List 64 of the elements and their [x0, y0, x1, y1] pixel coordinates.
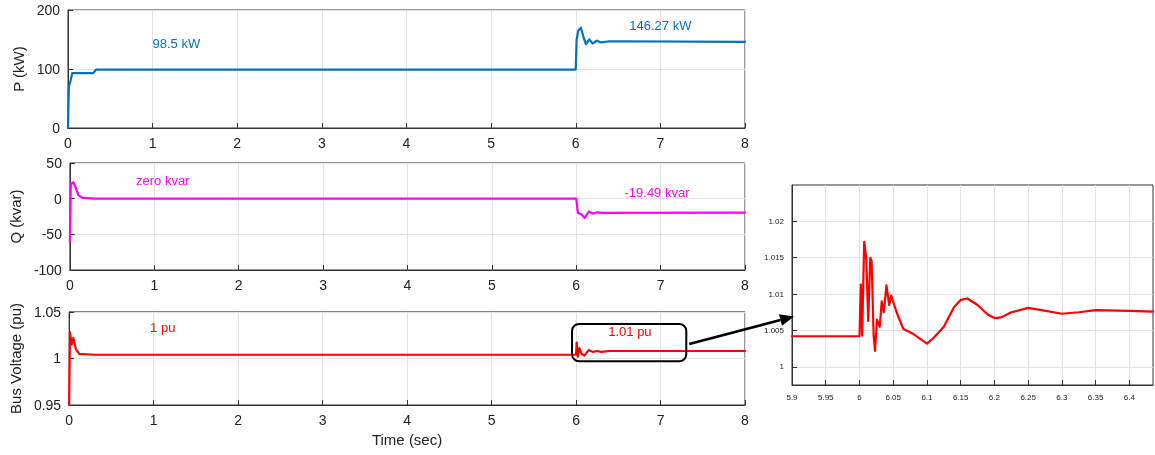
x-tick-label: 7 — [656, 277, 665, 293]
x-tick-label: 6.15 — [952, 392, 970, 402]
x-tick-label: 6.1 — [921, 392, 934, 402]
x-tick-label: 6 — [572, 412, 581, 428]
y-axis-title: P (kW) — [9, 46, 27, 92]
y-axis-title: Bus Voltage (pu) — [7, 303, 24, 414]
x-axis-title: Time (sec) — [371, 430, 443, 448]
y-tick-label: 0.95 — [33, 397, 62, 413]
x-tick-label: 6 — [572, 277, 581, 293]
x-tick-label: 6.05 — [885, 392, 902, 402]
line-series — [790, 240, 1155, 352]
x-tick-label: 4 — [403, 277, 412, 293]
x-tick-label: 2 — [234, 412, 243, 428]
x-tick-label: 4 — [403, 412, 412, 428]
x-tick-label: 0 — [65, 412, 74, 428]
y-tick-label: 100 — [36, 61, 61, 77]
x-tick-label: 8 — [741, 135, 750, 151]
x-tick-label: 6.4 — [1123, 392, 1136, 402]
x-tick-label: 2 — [233, 135, 242, 151]
annotation: 98.5 kW — [152, 35, 201, 51]
y-tick-label: 0 — [52, 120, 61, 136]
x-tick-label: 7 — [656, 135, 665, 151]
y-tick-label: -100 — [33, 262, 63, 278]
x-tick-label: 3 — [317, 135, 326, 151]
y-tick-label: 0 — [54, 190, 63, 207]
x-tick-label: 1 — [148, 135, 157, 151]
annotation: zero kvar — [136, 172, 191, 188]
x-tick-label: 7 — [656, 412, 665, 428]
x-tick-label: 1 — [149, 412, 158, 428]
x-tick-label: 6.25 — [1020, 392, 1037, 402]
annotation: 146.27 kW — [629, 17, 693, 33]
x-tick-label: 6 — [857, 392, 863, 402]
x-tick-label: 0 — [64, 135, 73, 151]
x-tick-label: 5.9 — [786, 392, 799, 402]
x-tick-label: 6.3 — [1056, 392, 1069, 402]
y-axis-title: Q (kvar) — [7, 189, 24, 244]
y-tick-label: -50 — [41, 226, 63, 243]
x-tick-label: 6 — [571, 135, 580, 151]
y-tick-label: 50 — [46, 155, 63, 171]
x-tick-label: 3 — [318, 412, 327, 428]
x-tick-label: 8 — [741, 412, 750, 428]
x-tick-label: 4 — [402, 135, 411, 151]
x-tick-label: 3 — [319, 277, 328, 293]
x-tick-label: 1 — [150, 277, 159, 293]
x-tick-label: 5 — [487, 277, 496, 293]
annotation: 1 pu — [150, 320, 176, 336]
x-tick-label: 0 — [66, 277, 75, 293]
y-tick-label: 1.015 — [763, 253, 785, 263]
annotation: 1.01 pu — [608, 324, 652, 340]
x-tick-label: 2 — [234, 277, 243, 293]
y-tick-label: 1 — [53, 350, 62, 367]
y-tick-label: 1.01 — [768, 289, 785, 299]
y-tick-label: 1.02 — [768, 216, 785, 226]
x-tick-label: 6.35 — [1087, 392, 1104, 402]
y-tick-label: 1.05 — [33, 303, 62, 320]
x-tick-label: 5.95 — [817, 392, 835, 402]
y-tick-label: 200 — [36, 2, 61, 18]
y-tick-label: 1 — [779, 362, 785, 372]
y-tick-label: 1.005 — [763, 325, 785, 335]
x-tick-label: 6.2 — [988, 392, 1001, 402]
x-tick-label: 5 — [487, 412, 496, 428]
x-tick-label: 5 — [487, 135, 496, 151]
annotation: -19.49 kvar — [624, 185, 691, 201]
x-tick-label: 8 — [741, 277, 750, 293]
